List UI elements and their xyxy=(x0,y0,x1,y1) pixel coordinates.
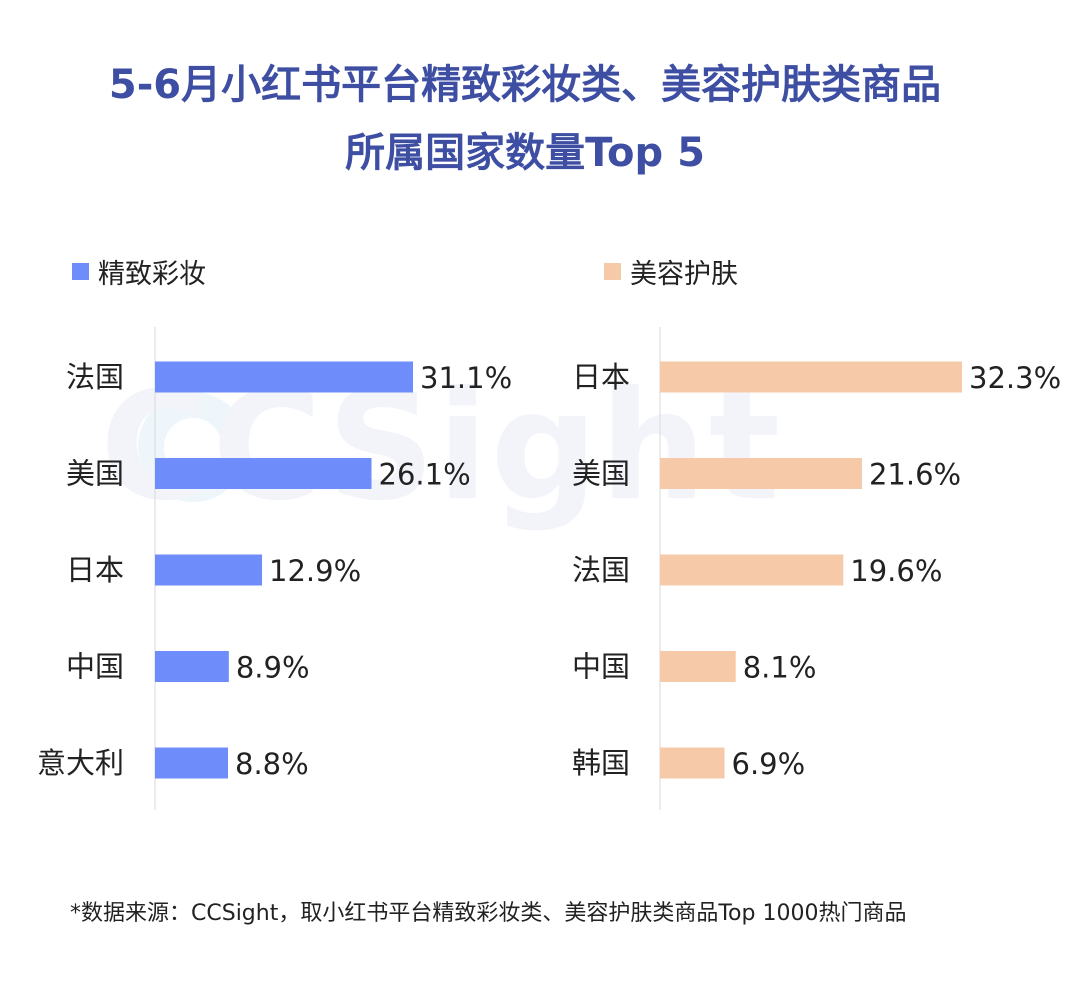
legend-label-makeup: 精致彩妆 xyxy=(98,259,206,290)
category-label: 日本 xyxy=(66,553,124,587)
data-label: 31.1% xyxy=(420,361,512,395)
category-label: 韩国 xyxy=(572,746,630,780)
data-label: 6.9% xyxy=(732,747,806,781)
data-label: 12.9% xyxy=(269,554,361,588)
data-label: 32.3% xyxy=(969,361,1061,395)
category-label: 意大利 xyxy=(37,746,124,780)
bar-makeup xyxy=(155,361,413,393)
data-label: 19.6% xyxy=(850,554,942,588)
legend-swatch-makeup xyxy=(72,263,89,280)
chart-subtitle: 所属国家数量Top 5 xyxy=(345,130,705,176)
bar-skincare xyxy=(660,361,962,393)
category-label: 中国 xyxy=(66,650,124,684)
bar-skincare xyxy=(660,651,736,682)
bar-makeup xyxy=(155,554,263,586)
category-label: 美国 xyxy=(66,457,124,491)
category-label: 美国 xyxy=(572,457,630,491)
chart-title: 5-6月小红书平台精致彩妆类、美容护肤类商品 xyxy=(108,62,942,108)
category-label: 法国 xyxy=(572,553,630,587)
bar-skincare xyxy=(660,458,862,489)
bar-skincare xyxy=(660,554,844,586)
legend-swatch-skincare xyxy=(604,263,621,280)
bar-skincare xyxy=(660,747,725,779)
bar-makeup xyxy=(155,747,229,779)
category-label: 法国 xyxy=(66,360,124,394)
data-label: 8.8% xyxy=(235,747,309,781)
data-label: 21.6% xyxy=(869,458,961,492)
data-label: 8.9% xyxy=(236,651,310,685)
bar-makeup xyxy=(155,651,229,682)
data-label: 26.1% xyxy=(379,458,471,492)
category-label: 中国 xyxy=(572,650,630,684)
legend-label-skincare: 美容护肤 xyxy=(630,259,738,290)
source-footnote: *数据来源：CCSight，取小红书平台精致彩妆类、美容护肤类商品Top 100… xyxy=(70,901,907,926)
data-label: 8.1% xyxy=(743,651,817,685)
bar-makeup xyxy=(155,458,372,489)
category-label: 日本 xyxy=(572,360,630,394)
